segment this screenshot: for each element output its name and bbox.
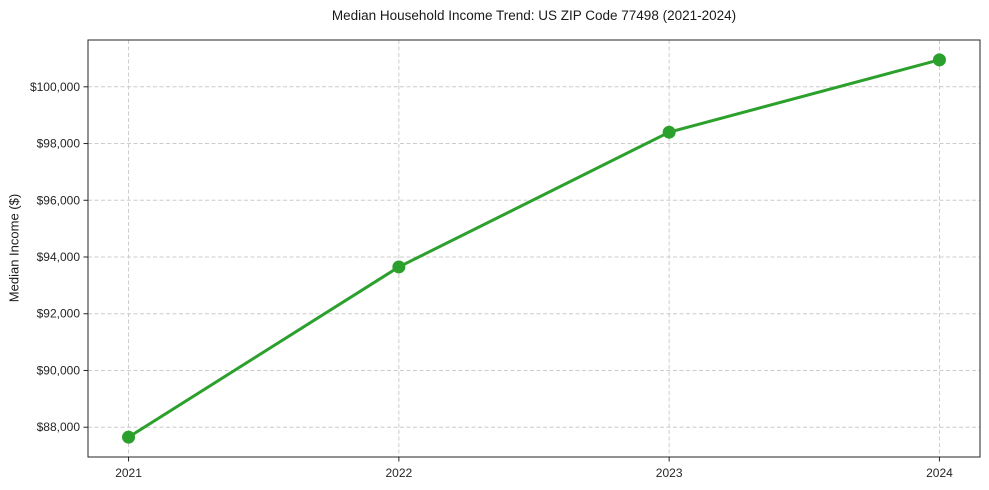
y-tick-label: $88,000 [37,420,81,434]
x-tick-label: 2024 [926,466,953,480]
y-tick-label: $98,000 [37,137,81,151]
y-tick-label: $100,000 [30,80,80,94]
x-tick-label: 2022 [385,466,412,480]
data-point [122,430,136,444]
plot-border [87,39,981,458]
chart-title: Median Household Income Trend: US ZIP Co… [331,8,737,23]
y-tick-label: $94,000 [37,250,81,264]
x-tick-label: 2021 [115,466,142,480]
data-point [932,53,946,67]
x-tick-label: 2023 [656,466,683,480]
data-point [392,260,406,274]
y-tick-label: $92,000 [37,307,81,321]
trend-line [127,58,941,439]
data-point [662,125,676,139]
y-tick-label: $90,000 [37,363,81,377]
y-tick-label: $96,000 [37,193,81,207]
